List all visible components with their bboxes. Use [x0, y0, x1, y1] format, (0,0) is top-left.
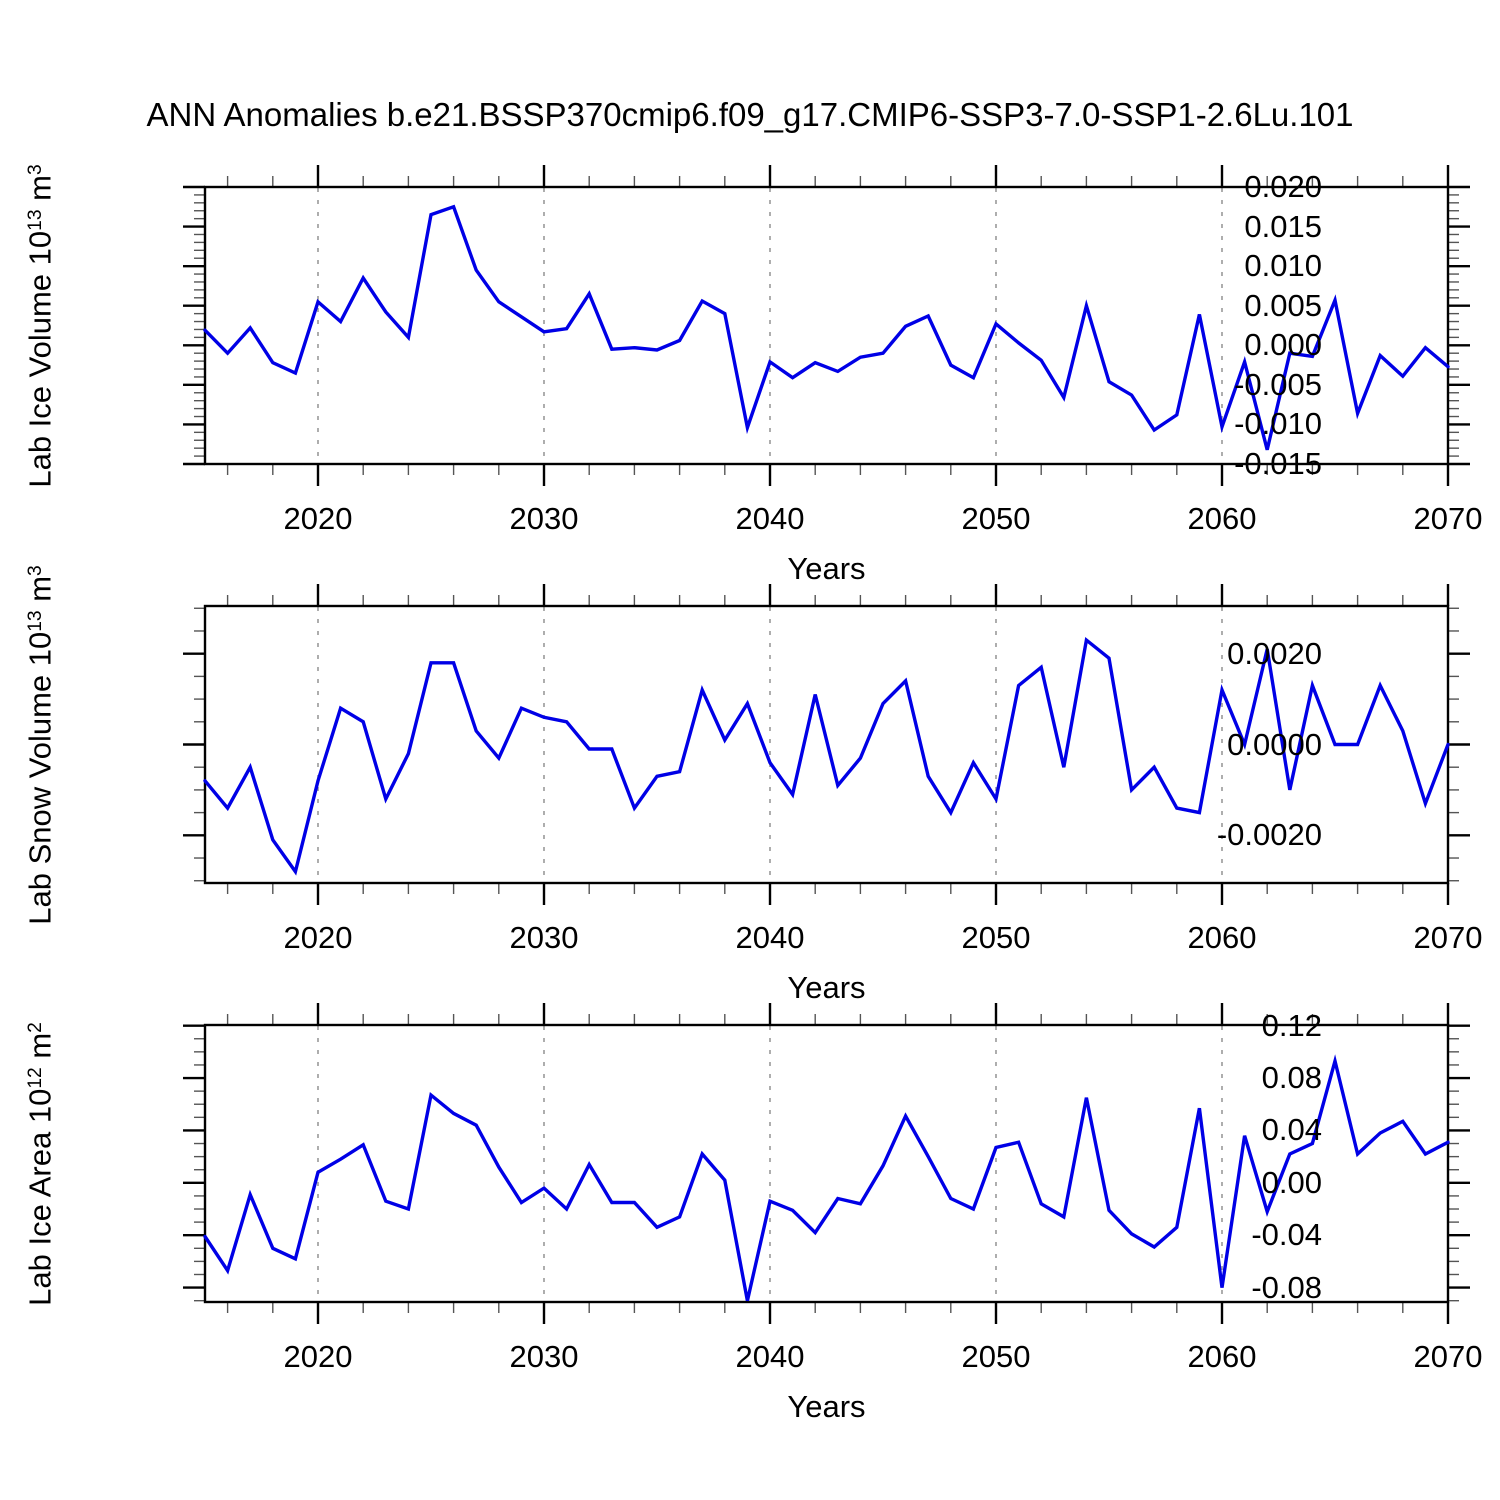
- lab-snow-volume-line: [203, 636, 1450, 876]
- figure-title: ANN Anomalies b.e21.BSSP370cmip6.f09_g17…: [146, 96, 1354, 133]
- lab-ice-area-line: [203, 1054, 1450, 1302]
- plot-frame: [203, 1023, 1450, 1304]
- plot-frame: [203, 185, 1450, 466]
- lab-ice-volume-line: [203, 204, 1450, 451]
